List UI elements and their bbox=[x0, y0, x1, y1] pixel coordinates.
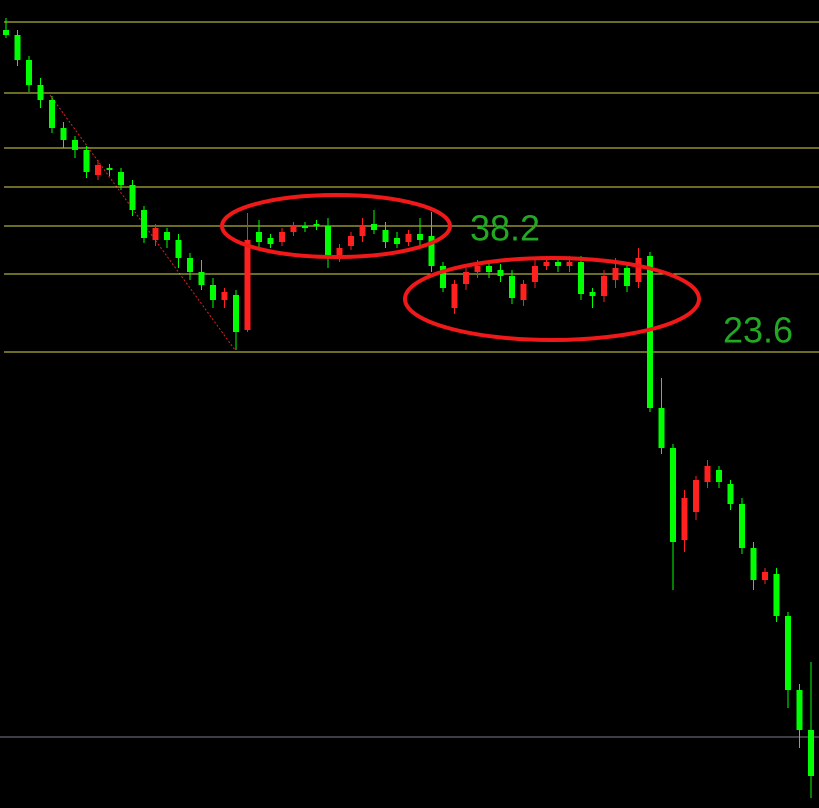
candle-body bbox=[198, 272, 205, 285]
candle-body bbox=[497, 270, 504, 276]
candle-body bbox=[658, 408, 665, 448]
candle-body bbox=[95, 165, 101, 175]
candle-body bbox=[716, 470, 722, 482]
candle-body bbox=[624, 268, 630, 286]
candle-body bbox=[543, 262, 550, 266]
candle-body bbox=[509, 276, 515, 298]
candle-body bbox=[129, 185, 136, 210]
candle-body bbox=[428, 236, 435, 266]
candle-body bbox=[72, 140, 78, 150]
candle-body bbox=[762, 572, 768, 580]
candle-body bbox=[474, 266, 481, 272]
candle-body bbox=[26, 60, 32, 85]
candle-body bbox=[440, 266, 446, 288]
candle-body bbox=[244, 240, 251, 330]
candle-body bbox=[118, 172, 124, 185]
candle-body bbox=[187, 258, 193, 272]
candle-body bbox=[670, 448, 676, 542]
candle-body bbox=[693, 480, 699, 512]
candle-body bbox=[37, 85, 44, 100]
candle-body bbox=[681, 498, 688, 540]
candle-body bbox=[727, 484, 734, 504]
candle-body bbox=[152, 228, 159, 240]
candle-body bbox=[325, 226, 331, 258]
candle-body bbox=[336, 248, 343, 258]
candle-body bbox=[750, 548, 757, 580]
candle-body bbox=[83, 150, 90, 172]
candle-body bbox=[49, 100, 55, 128]
plot-area bbox=[0, 18, 819, 798]
candle-body bbox=[739, 504, 745, 548]
candle-body bbox=[555, 262, 561, 266]
candle-body bbox=[647, 256, 653, 408]
highlight-ellipse bbox=[403, 256, 701, 342]
candle-body bbox=[233, 295, 239, 332]
candle-body bbox=[589, 292, 596, 296]
candle-body bbox=[417, 234, 423, 240]
fib-label: 38.2 bbox=[470, 208, 540, 249]
fib-label: 23.6 bbox=[723, 310, 793, 351]
candle-body bbox=[313, 224, 320, 226]
candle-body bbox=[578, 262, 584, 294]
candle-body bbox=[451, 284, 458, 308]
candle-body bbox=[635, 258, 642, 282]
candle-body bbox=[106, 168, 113, 170]
candle-body bbox=[785, 616, 791, 690]
candle-body bbox=[221, 292, 228, 300]
candle-body bbox=[371, 224, 377, 230]
candle-body bbox=[382, 230, 389, 242]
candle-body bbox=[302, 226, 308, 228]
candle-body bbox=[60, 128, 67, 140]
candle-body bbox=[601, 276, 607, 296]
candle-body bbox=[210, 285, 216, 300]
candle-body bbox=[359, 226, 366, 236]
candle-body bbox=[175, 240, 182, 258]
candle-body bbox=[704, 466, 711, 482]
candle-body bbox=[566, 262, 573, 266]
candle-body bbox=[394, 238, 400, 244]
candle-body bbox=[532, 266, 538, 282]
candle-body bbox=[267, 238, 274, 244]
candle-body bbox=[808, 730, 814, 776]
highlight-ellipse bbox=[220, 193, 452, 259]
candle-body bbox=[520, 284, 527, 300]
candle-body bbox=[141, 210, 147, 238]
candle-body bbox=[796, 690, 803, 730]
candle-body bbox=[14, 35, 21, 60]
candle-body bbox=[348, 236, 354, 246]
candle-body bbox=[463, 272, 469, 284]
candle-body bbox=[405, 234, 412, 242]
candle-body bbox=[773, 574, 780, 616]
candle-body bbox=[256, 232, 262, 242]
candle-body bbox=[612, 268, 619, 280]
candle-body bbox=[164, 232, 170, 240]
candle-body bbox=[279, 232, 285, 242]
candle-body bbox=[486, 266, 492, 272]
candle-body bbox=[290, 226, 297, 232]
candle-body bbox=[3, 30, 9, 35]
